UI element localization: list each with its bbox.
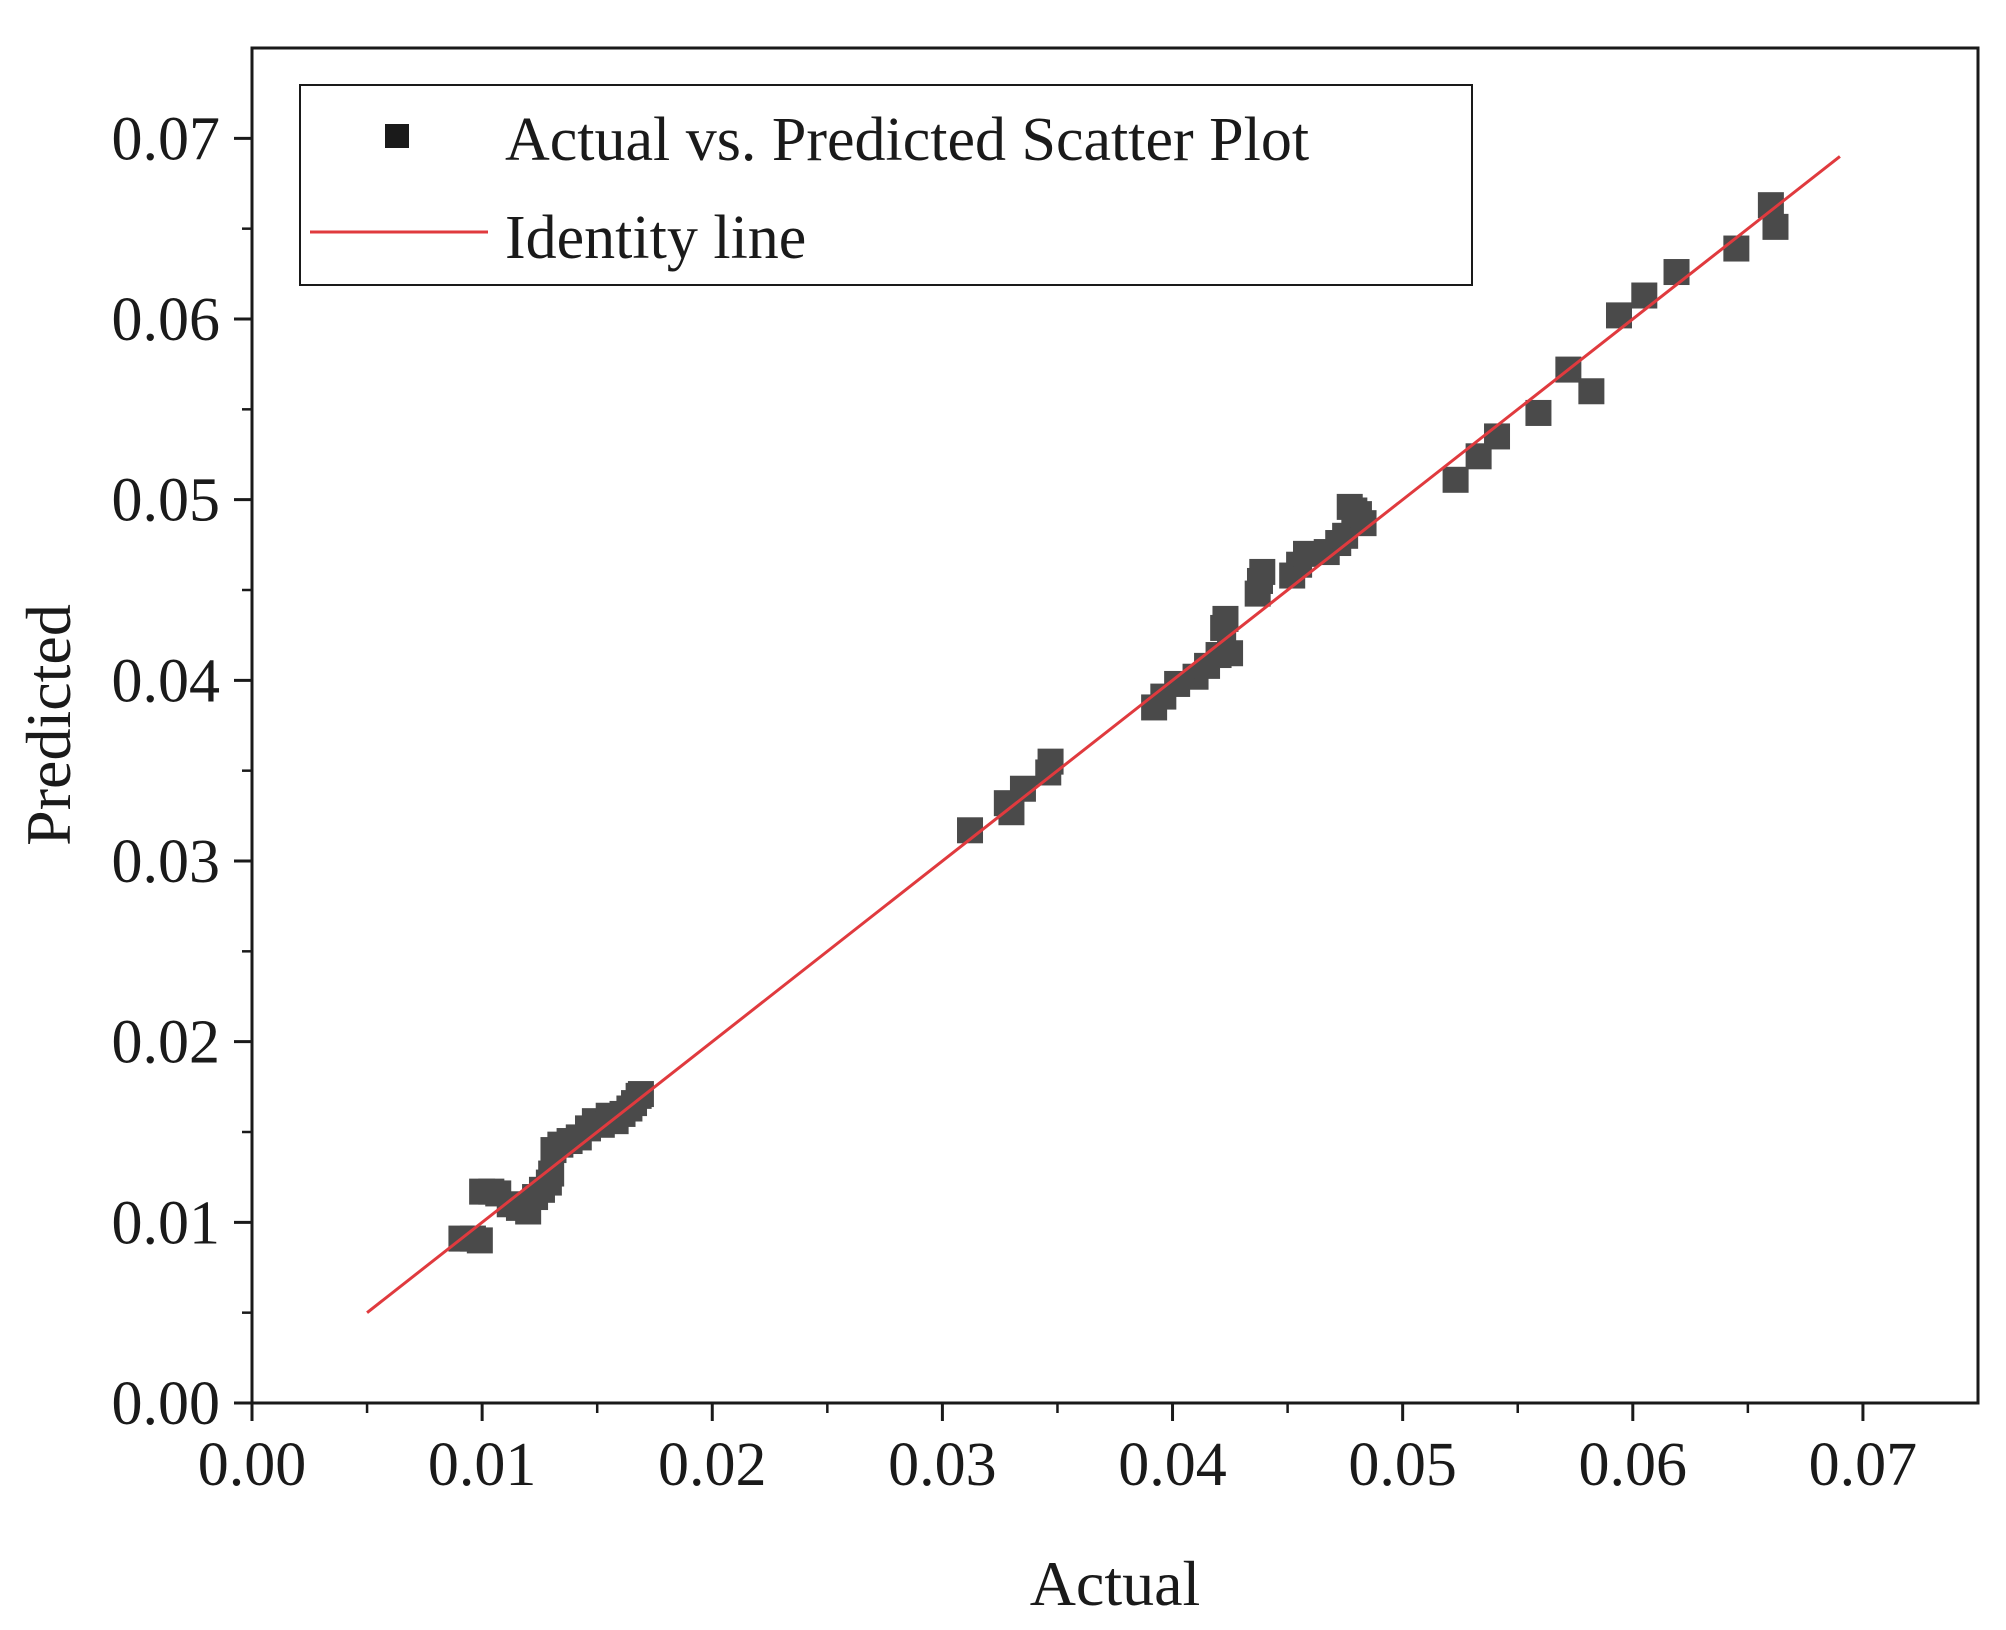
x-tick-label: 0.03 [888,1431,997,1499]
scatter-point [1442,466,1469,493]
identity-line [366,155,1841,1314]
y-tick-label: 0.04 [112,647,221,715]
x-axis-title: Actual [1030,1548,1201,1619]
y-axis-ticks: 0.00 0.01 0.02 0.03 0.04 0.05 0.06 0.07 [112,105,252,1438]
x-tick-label: 0.05 [1348,1431,1457,1499]
y-tick-label: 0.00 [112,1370,221,1438]
data-marks [366,155,1841,1314]
plot-frame [250,46,1980,1405]
y-axis-title: Predicted [13,604,84,846]
y-tick-label: 0.01 [112,1189,221,1257]
legend-box [299,84,1473,286]
y-tick-label: 0.02 [112,1009,221,1077]
x-tick-label: 0.04 [1118,1431,1227,1499]
y-tick-label: 0.03 [112,828,221,896]
y-tick-label: 0.06 [112,286,221,354]
x-axis-ticks: 0.00 0.01 0.02 0.03 0.04 0.05 0.06 0.07 [198,1403,1917,1499]
scatter-point [1212,605,1239,632]
scatter-point [1663,259,1690,286]
y-tick-label: 0.07 [112,105,221,173]
x-tick-label: 0.01 [428,1431,537,1499]
scatter-point [1525,399,1552,426]
legend: Actual vs. Predicted Scatter Plot Identi… [299,84,1473,286]
scatter-point [1217,640,1244,667]
legend-label-scatter: Actual vs. Predicted Scatter Plot [505,106,1309,174]
x-tick-label: 0.06 [1579,1431,1688,1499]
scatter-point [1762,213,1789,240]
scatter-point [1578,378,1605,405]
x-tick-label: 0.00 [198,1431,307,1499]
legend-label-identity-line: Identity line [505,204,806,272]
scatter-point [1723,235,1750,262]
legend-marker-scatter [385,124,409,148]
x-tick-label: 0.07 [1809,1431,1918,1499]
x-tick-label: 0.02 [658,1431,767,1499]
scatter-point [1484,423,1511,450]
y-tick-label: 0.05 [112,467,221,535]
scatter-point [1249,558,1276,585]
